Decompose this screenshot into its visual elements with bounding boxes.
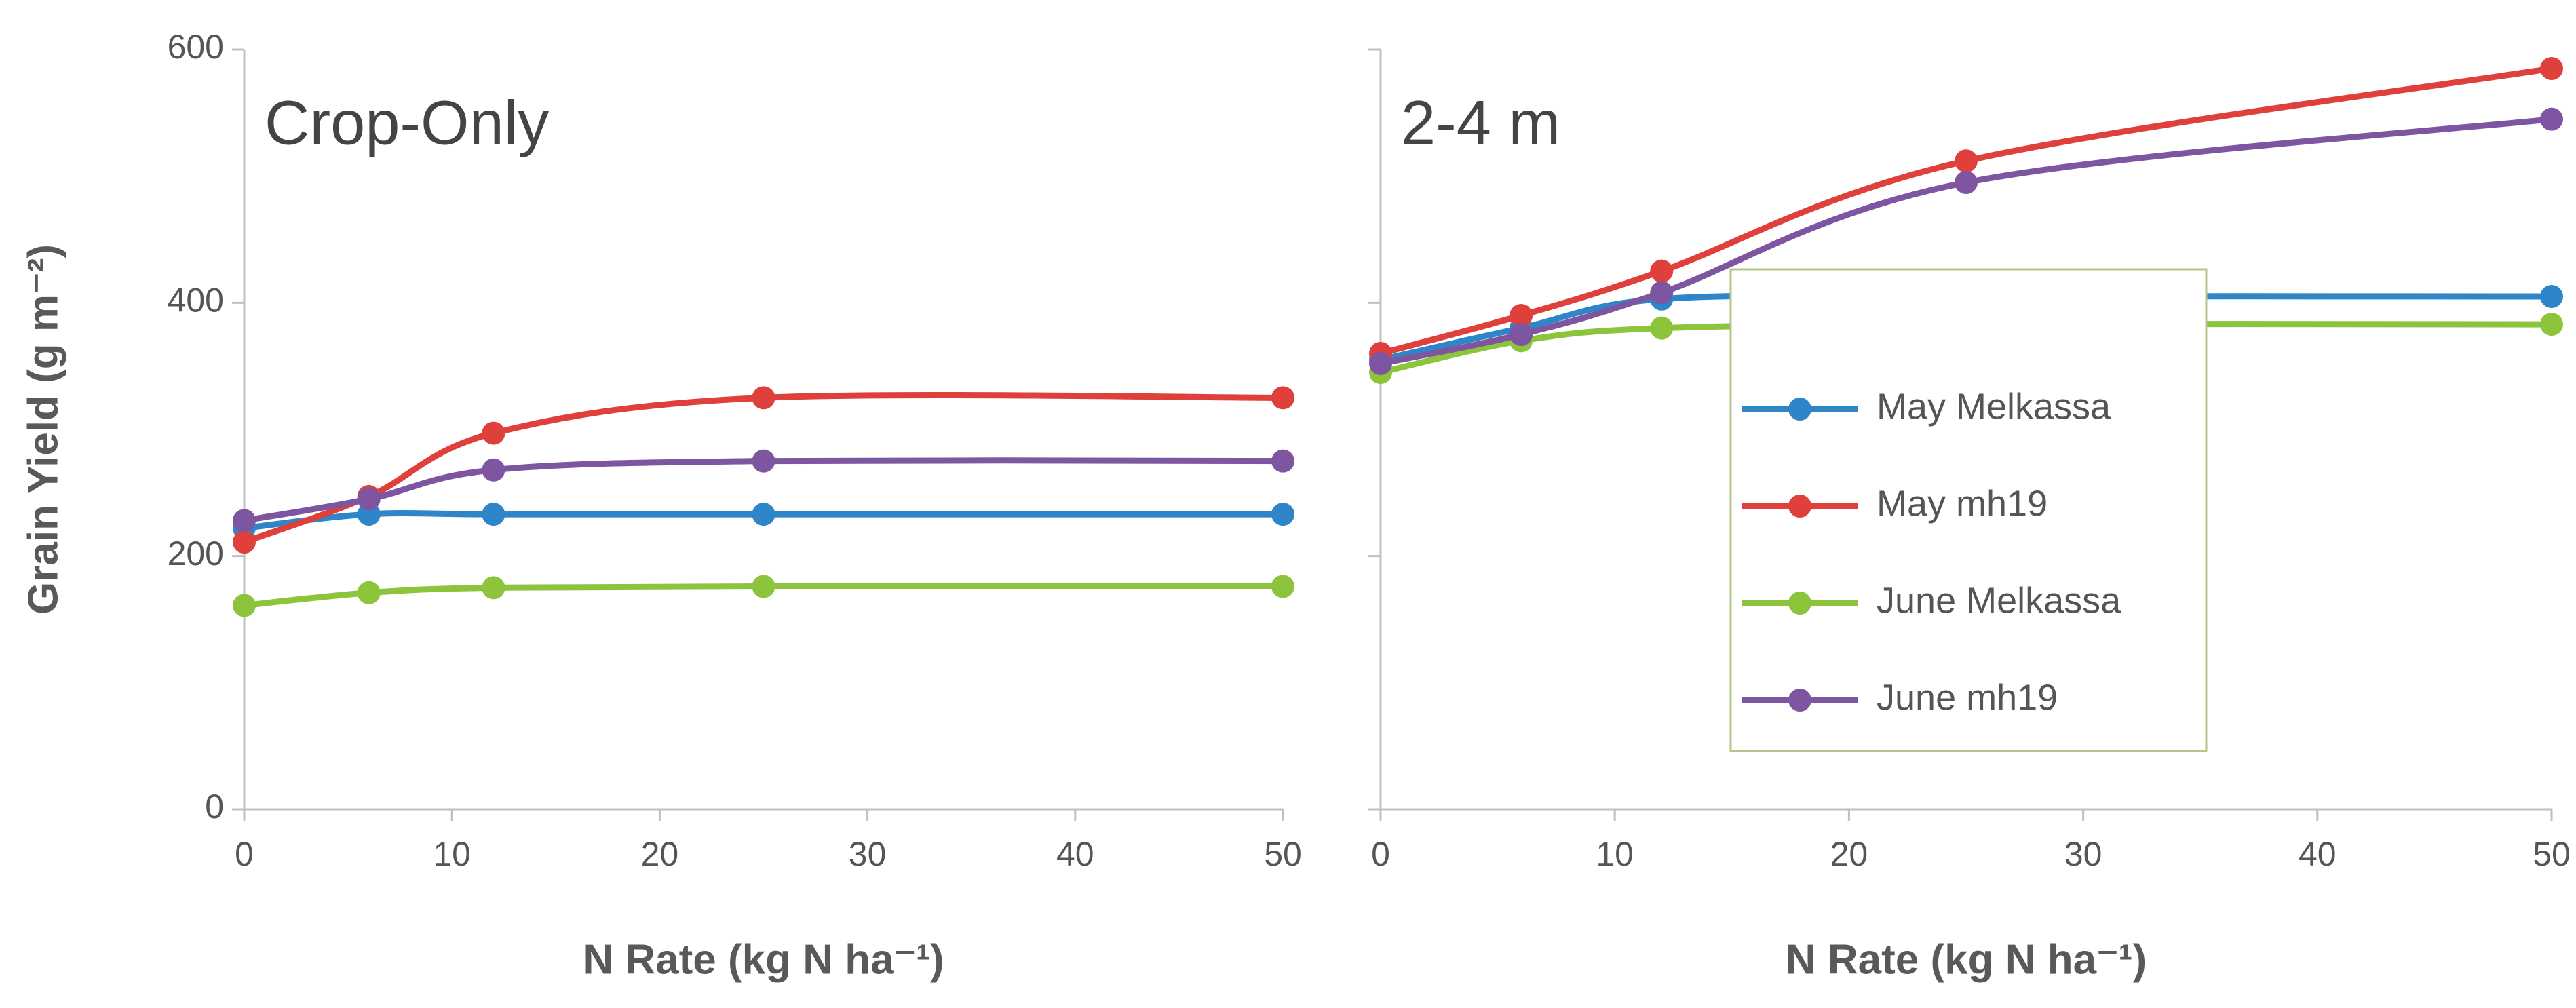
legend-label: June mh19 <box>1877 677 2058 718</box>
x-tick-label: 40 <box>2299 835 2337 873</box>
y-tick-label: 400 <box>168 282 224 319</box>
marker <box>357 487 381 511</box>
marker <box>1650 281 1674 305</box>
x-tick-label: 50 <box>2533 835 2571 873</box>
x-tick-label: 0 <box>235 835 254 873</box>
marker <box>233 509 256 532</box>
x-tick-label: 40 <box>1056 835 1094 873</box>
x-tick-label: 20 <box>1830 835 1868 873</box>
x-axis-label: N Rate (kg N ha⁻¹) <box>583 936 944 983</box>
x-tick-label: 10 <box>433 835 471 873</box>
legend-marker <box>1788 495 1811 518</box>
marker <box>482 421 505 445</box>
x-tick-label: 0 <box>1371 835 1390 873</box>
x-tick-label: 10 <box>1596 835 1634 873</box>
marker <box>1650 316 1674 340</box>
marker <box>233 530 256 554</box>
marker <box>1271 503 1294 526</box>
marker <box>1510 304 1533 327</box>
legend-label: June Melkassa <box>1877 580 2121 621</box>
marker <box>233 594 256 617</box>
legend-label: May mh19 <box>1877 483 2048 524</box>
marker <box>1369 351 1392 375</box>
chart: 0 10 20 30 40 50 2-4 m N Rate (kg N ha⁻¹) May Me… <box>1368 48 2571 983</box>
marker <box>1271 386 1294 410</box>
marker <box>1510 323 1533 346</box>
marker <box>482 576 505 600</box>
legend-label: May Melkassa <box>1877 386 2111 427</box>
marker <box>2540 57 2563 80</box>
x-tick-label: 30 <box>2064 835 2102 873</box>
legend-marker <box>1788 689 1811 712</box>
y-axis-label: Grain Yield (g m⁻²) <box>20 244 66 615</box>
marker <box>357 581 381 604</box>
marker <box>482 458 505 482</box>
chart: 0 200 400 600 0 10 20 30 40 50 Crop-Only N Rate (kg… <box>20 28 1301 983</box>
marker <box>752 503 775 526</box>
legend-marker <box>1788 398 1811 421</box>
marker <box>752 575 775 598</box>
x-tick-label: 50 <box>1264 835 1302 873</box>
chart-title: 2-4 m <box>1401 88 1560 157</box>
marker <box>1271 449 1294 473</box>
marker <box>752 386 775 410</box>
marker <box>1955 149 1978 173</box>
marker <box>2540 313 2563 336</box>
marker <box>2540 285 2563 308</box>
y-tick-label: 0 <box>205 788 224 826</box>
marker <box>2540 107 2563 131</box>
marker <box>1955 171 1978 194</box>
x-axis-label: N Rate (kg N ha⁻¹) <box>1786 936 2147 983</box>
marker <box>482 503 505 526</box>
y-tick-label: 200 <box>168 535 224 573</box>
x-tick-label: 30 <box>849 835 887 873</box>
x-tick-label: 20 <box>641 835 679 873</box>
y-tick-label: 600 <box>168 28 224 66</box>
chart-title: Crop-Only <box>265 88 549 157</box>
marker <box>1650 259 1674 283</box>
marker <box>752 449 775 473</box>
marker <box>1271 575 1294 598</box>
legend-marker <box>1788 592 1811 615</box>
